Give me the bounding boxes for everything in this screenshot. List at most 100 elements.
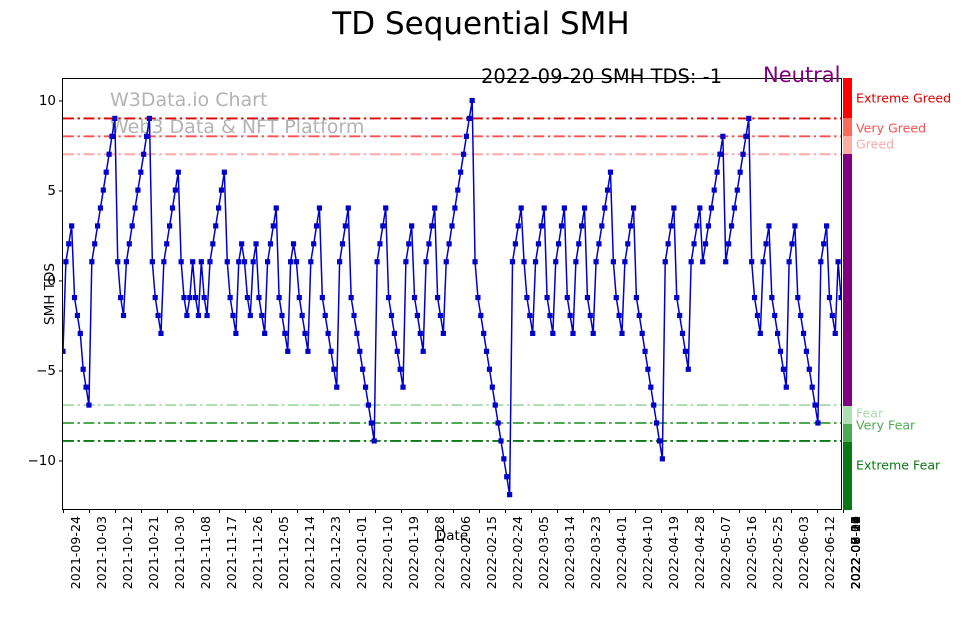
series-marker [348,294,354,301]
series-marker [691,241,697,247]
series-marker [440,330,446,337]
x-tick-label: 2022-04-19 [666,516,681,590]
series-marker [483,348,490,354]
series-marker [579,223,585,229]
series-marker [633,294,640,301]
series-marker [751,294,758,301]
series-marker [221,169,227,175]
series-marker [630,205,637,211]
x-tick-label: 2021-11-26 [250,516,265,590]
series-marker [469,97,475,104]
series-marker [743,133,749,139]
series-marker [423,259,429,265]
colorbar-segment-neutral [843,153,852,406]
x-tick-mark [427,509,429,513]
series-marker [463,133,469,139]
series-marker [558,223,565,229]
x-tick-mark [687,509,689,513]
series-marker [118,294,124,301]
series-marker [285,348,291,354]
series-marker [832,330,838,337]
series-marker [262,330,268,337]
x-tick-mark [401,509,403,513]
series-marker [435,294,441,301]
x-tick-mark [505,509,507,513]
series-marker [167,223,173,229]
series-marker [530,330,536,337]
series-marker [227,294,233,301]
series-marker [481,330,487,337]
series-marker [584,294,591,301]
y-tick-label: −10 [27,452,57,469]
series-marker [734,187,740,193]
series-marker [677,312,683,319]
series-marker [769,294,775,301]
series-marker [538,223,544,229]
series-marker [426,241,432,247]
series-marker [795,294,801,301]
series-marker [705,223,712,229]
x-tick-mark [245,509,247,513]
series-marker [123,259,129,265]
series-marker [230,312,236,319]
series-marker [507,492,513,498]
series-marker [728,223,735,229]
series-marker [757,330,763,337]
y-tick-label: 0 [47,272,56,289]
series-marker [334,384,340,390]
series-marker [267,241,274,247]
series-marker [829,312,835,319]
series-marker [593,259,599,265]
series-marker [368,420,374,426]
series-marker [213,223,219,229]
series-marker [362,384,369,390]
x-tick-label: 2022-06-12 [822,516,837,590]
series-marker [66,241,72,247]
series-marker [636,312,642,319]
series-marker [662,259,668,265]
series-marker [619,330,625,337]
series-marker [239,241,245,247]
series-marker [749,259,755,265]
series-marker [455,187,461,193]
series-marker [723,259,729,265]
series-marker [417,330,423,337]
x-tick-mark [765,509,767,513]
series-marker [674,294,680,301]
series-marker [195,312,202,319]
series-marker [452,205,458,211]
series-marker [184,312,190,319]
series-marker [570,330,576,337]
series-marker [628,223,634,229]
series-marker [259,312,265,319]
x-tick-label: 2022-02-06 [458,516,473,590]
series-marker [544,294,550,301]
series-marker [322,312,328,319]
y-tick-label: 5 [47,182,56,199]
series-marker [247,312,253,319]
series-marker [190,259,196,265]
series-marker [103,169,109,175]
series-marker [218,187,225,193]
series-marker [80,366,86,372]
series-marker [564,294,570,301]
series-marker [616,312,622,319]
series-marker [501,456,507,462]
series-marker [786,259,792,265]
series-marker [512,241,518,247]
series-marker [172,187,178,193]
series-marker [414,312,421,319]
y-tick-label: 10 [38,92,56,109]
series-marker [625,241,631,247]
series-marker [475,294,481,301]
x-tick-label: 2022-03-05 [536,516,551,590]
series-marker [305,348,311,354]
series-marker [192,294,199,301]
series-marker [146,115,153,122]
series-marker [132,205,138,211]
colorbar-segment-very-fear [843,423,852,442]
series-marker [270,223,276,229]
plot-area: SMH TDS 10 5 0 −5 −10 2021-09-24 2021-10-03 20… [28,63,864,589]
series-marker [809,384,815,390]
